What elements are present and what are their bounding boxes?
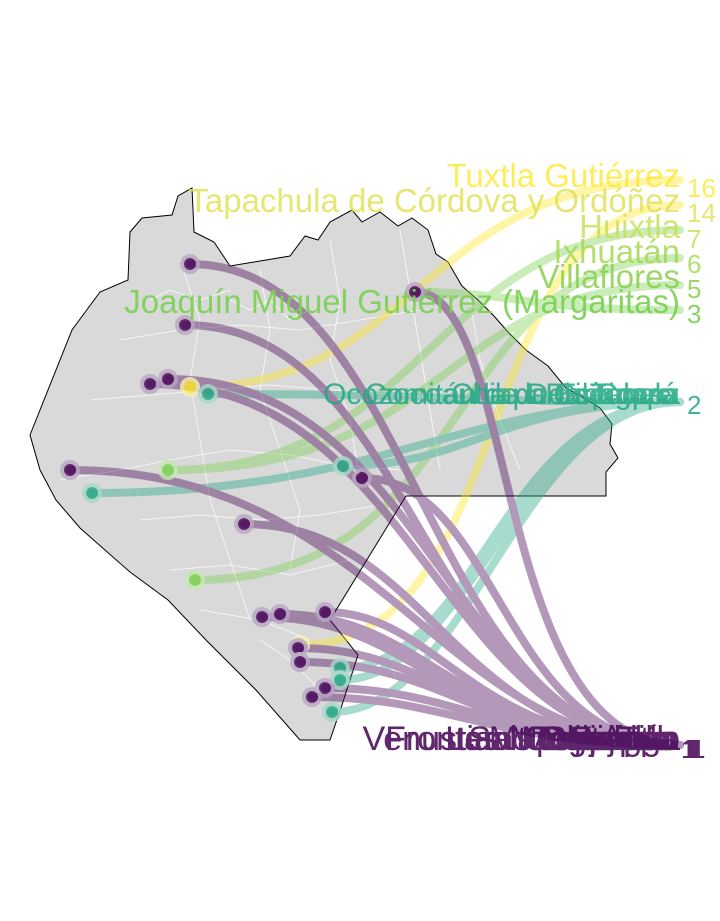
flow-lines (66, 176, 684, 749)
origin-point (352, 468, 372, 488)
origin-point (315, 602, 335, 622)
flow-line (240, 520, 684, 749)
origin-point (82, 483, 102, 503)
flow-line (276, 610, 684, 749)
label-count-1: Bochil (571, 720, 664, 758)
count-huixtla: 7 (687, 224, 701, 254)
flow-line (164, 226, 684, 474)
origin-point (333, 456, 353, 476)
label-count-1: Tila (618, 720, 672, 758)
label-count-2: Comitán de Domínguez (365, 378, 680, 411)
label-count-1: Venustiano Carranza (362, 720, 680, 758)
origin-point (405, 282, 425, 302)
flow-line (411, 288, 684, 749)
origin-point (180, 377, 200, 397)
middle-labels: Comitán de Domínguez Ocozocoautla de Esp… (323, 378, 701, 420)
flow-line (296, 658, 684, 749)
flow-line (258, 613, 684, 749)
flow-line (204, 390, 684, 406)
label-count-2: Palenque (545, 378, 672, 411)
label-count-1: Yajalón (569, 720, 680, 758)
flow-line (296, 201, 684, 649)
origin-point (158, 460, 178, 480)
count-1: 1 (691, 734, 705, 764)
label-villaflores: Villaflores (538, 258, 680, 295)
origin-point (140, 374, 160, 394)
origin-point (175, 315, 195, 335)
flow-line (164, 281, 684, 474)
flow-line (191, 254, 684, 584)
count-1: 1 (687, 734, 701, 764)
origin-point (158, 369, 178, 389)
flow-line (321, 684, 684, 749)
flow-line (181, 321, 684, 749)
label-count-2: Cintalapa (553, 378, 680, 411)
origin-point (234, 514, 254, 534)
origin-point (315, 678, 335, 698)
flow-line (336, 398, 684, 672)
label-count-1: Mapastepec (489, 720, 674, 758)
label-huixtla: Huixtla (579, 208, 681, 245)
label-count-1: Ocosingo (536, 720, 680, 758)
count-1: 1 (685, 734, 699, 764)
count-1: 1 (689, 734, 703, 764)
origin-point (322, 702, 342, 722)
flow-line (164, 375, 684, 749)
origin-point (290, 652, 310, 672)
origin-point (185, 570, 205, 590)
flow-line (411, 288, 684, 314)
count-1: 1 (681, 734, 695, 764)
flow-line (358, 474, 684, 749)
count-margaritas: 3 (687, 299, 701, 329)
origin-points (60, 254, 425, 722)
label-count-2: Ocozocoautla de Espinosa (323, 378, 680, 411)
label-tapachula: Tapachula de Córdova y Ordóñez (188, 182, 680, 219)
origin-point (252, 607, 272, 627)
flow-line (146, 380, 684, 749)
label-ixhuatan: Ixhuatán (553, 233, 680, 270)
bottom-labels: Ocosingo Motozintla Tila Salto de Agua T… (362, 720, 705, 764)
label-tuxtla: Tuxtla Gutiérrez (446, 157, 680, 194)
flow-line (294, 644, 684, 749)
label-count-1: Las Margaritas (445, 720, 670, 758)
flow-line (328, 398, 684, 716)
flow-line (66, 466, 684, 749)
count-villaflores: 5 (687, 274, 701, 304)
flow-line (336, 398, 684, 684)
label-count-1: Teopisca (534, 720, 668, 758)
label-count-2: Tonalá (590, 378, 679, 411)
top-labels: Tuxtla Gutiérrez 16 Tapachula de Córdova… (124, 157, 716, 329)
label-count-2: Chiapa de Corzo (451, 378, 676, 411)
flow-line (321, 608, 684, 749)
count-tapachula: 14 (687, 198, 716, 228)
label-count-1: Salto de Agua (468, 720, 680, 758)
label-count-1: Pijijiapan (544, 720, 680, 758)
origin-point (198, 384, 218, 404)
count-2: 2 (687, 390, 701, 420)
flow-line (308, 693, 684, 749)
label-count-1: Frontera Comalapa (385, 720, 678, 758)
label-margaritas: Joaquín Miguel Gutiérrez (Margaritas) (124, 283, 680, 320)
origin-point (330, 670, 350, 690)
count-tuxtla: 16 (687, 173, 716, 203)
origin-point (180, 254, 200, 274)
flow-line (186, 176, 684, 391)
count-ixhuatan: 6 (687, 249, 701, 279)
origin-point (302, 687, 322, 707)
origin-point (270, 604, 290, 624)
municipality-borders (59, 229, 541, 691)
origin-point (60, 460, 80, 480)
flow-line (88, 398, 684, 497)
label-count-1: Motozintla (521, 720, 676, 758)
count-1: 1 (683, 734, 697, 764)
flow-line (339, 398, 684, 470)
flow-line (186, 260, 684, 749)
